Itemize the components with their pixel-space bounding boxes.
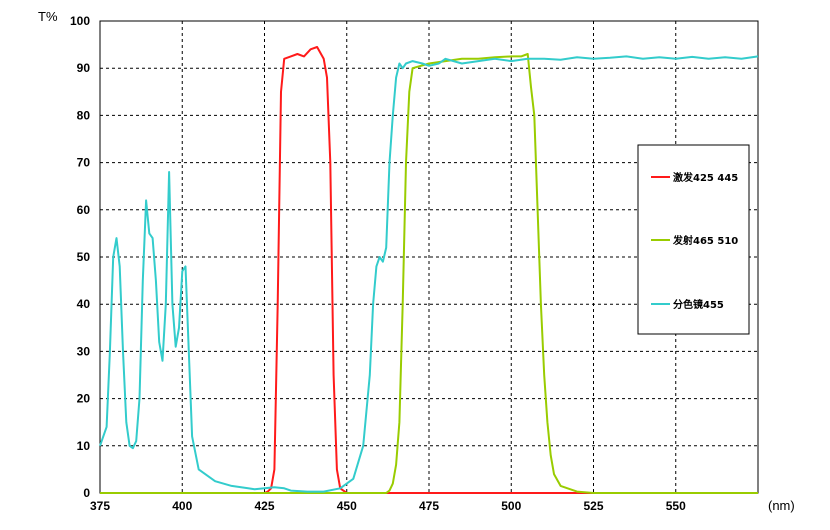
x-axis-label: (nm) [768,498,795,513]
x-tick-label: 450 [337,499,357,513]
y-tick-label: 0 [83,486,90,500]
x-tick-label: 500 [501,499,521,513]
series-line-2 [99,55,759,493]
y-tick-label: 90 [77,61,91,75]
series-lines [99,46,759,494]
x-tick-label: 425 [254,499,274,513]
legend-label-1: 发射465 510 [672,234,738,247]
y-tick-label: 10 [77,439,91,453]
y-tick-label: 70 [77,156,91,170]
y-tick-label: 30 [77,344,91,358]
x-tick-label: 375 [90,499,110,513]
x-tick-label: 400 [172,499,192,513]
tick-labels: 375 400 425 450 475 500 525 550 0 10 20 30 40 50 60 70 8… [70,14,686,513]
y-tick-label: 50 [77,250,91,264]
series-line-0 [100,46,758,494]
y-axis-label: T% [38,9,58,24]
x-tick-label: 525 [583,499,603,513]
y-tick-label: 40 [77,297,91,311]
legend: 激发425 445 发射465 510 分色镜455 [637,144,750,335]
x-tick-label: 475 [419,499,439,513]
series-line-1 [100,53,758,494]
y-tick-label: 100 [70,14,90,28]
y-tick-label: 80 [77,108,91,122]
legend-label-2: 分色镜455 [673,298,724,311]
x-tick-label: 550 [666,499,686,513]
y-tick-label: 20 [77,392,91,406]
legend-label-0: 激发425 445 [673,171,738,184]
y-tick-label: 60 [77,203,91,217]
